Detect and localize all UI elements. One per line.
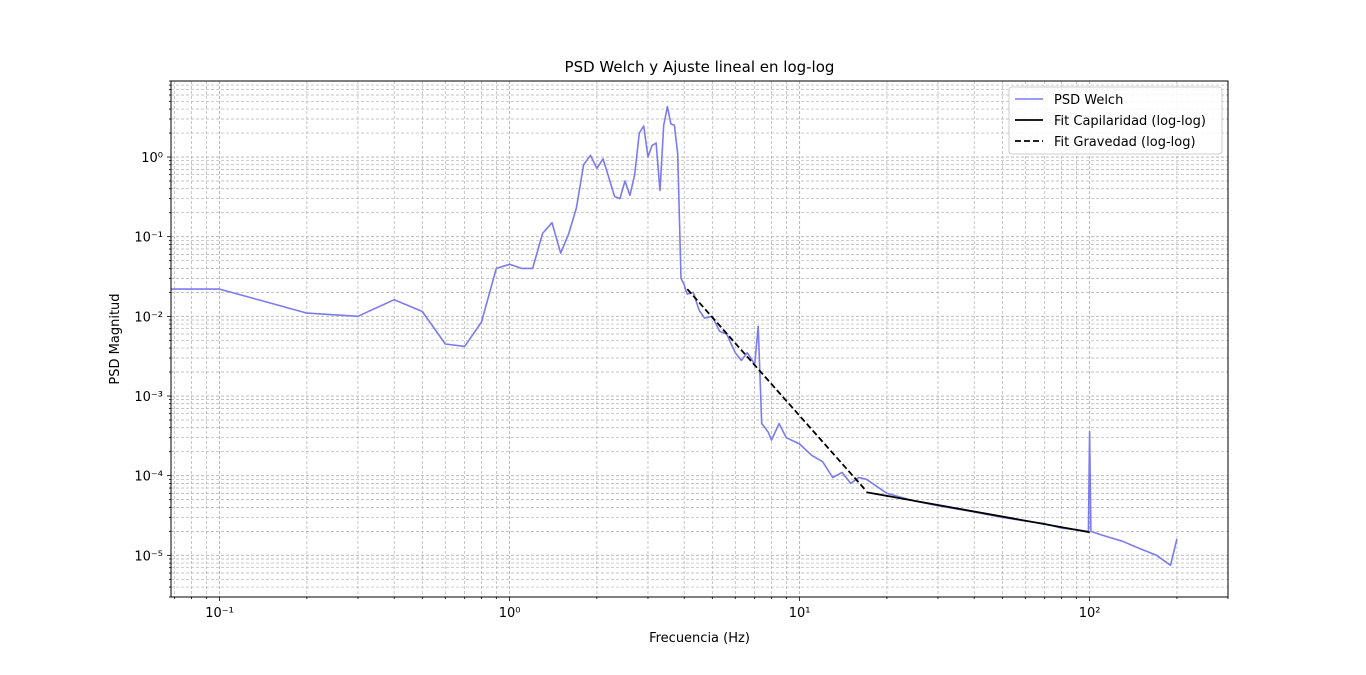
y-tick-label: 10⁻² [134, 310, 163, 325]
y-tick-label: 10⁻⁴ [134, 470, 163, 485]
y-tick-label: 10⁻¹ [134, 231, 163, 246]
series-line-2 [866, 491, 1090, 534]
series-layer [171, 105, 1178, 567]
x-tick-label: 10⁻¹ [205, 606, 234, 621]
legend-box [1008, 86, 1223, 155]
legend-label-1: PSD Welch [1054, 93, 1123, 108]
chart-title: PSD Welch y Ajuste lineal en log-log [565, 58, 835, 76]
axis-ticks: 10⁻¹ 10⁰ 10¹ 10² 10⁻⁵ 10⁻⁴ 10⁻³ 10⁻² 10⁻¹ 10⁰ [134, 80, 1229, 621]
legend-label-2: Fit Capilaridad (log-log) [1054, 114, 1206, 129]
series-line-1 [171, 105, 1178, 567]
x-tick-label: 10¹ [789, 606, 811, 621]
x-axis-label: Frecuencia (Hz) [649, 631, 750, 646]
y-axis-label: PSD Magnitud [108, 293, 123, 384]
x-tick-label: 10² [1079, 606, 1101, 621]
y-tick-label: 10⁻³ [134, 390, 163, 405]
y-tick-label: 10⁰ [141, 151, 163, 166]
plot-area-frame [170, 80, 1229, 598]
legend-label-3: Fit Gravedad (log-log) [1054, 135, 1196, 150]
series-line-3 [686, 288, 868, 492]
x-tick-label: 10⁰ [499, 606, 521, 621]
legend: PSD Welch Fit Capilaridad (log-log) Fit Gr… [1008, 86, 1223, 155]
y-tick-label: 10⁻⁵ [134, 549, 163, 564]
grid [171, 80, 1229, 598]
